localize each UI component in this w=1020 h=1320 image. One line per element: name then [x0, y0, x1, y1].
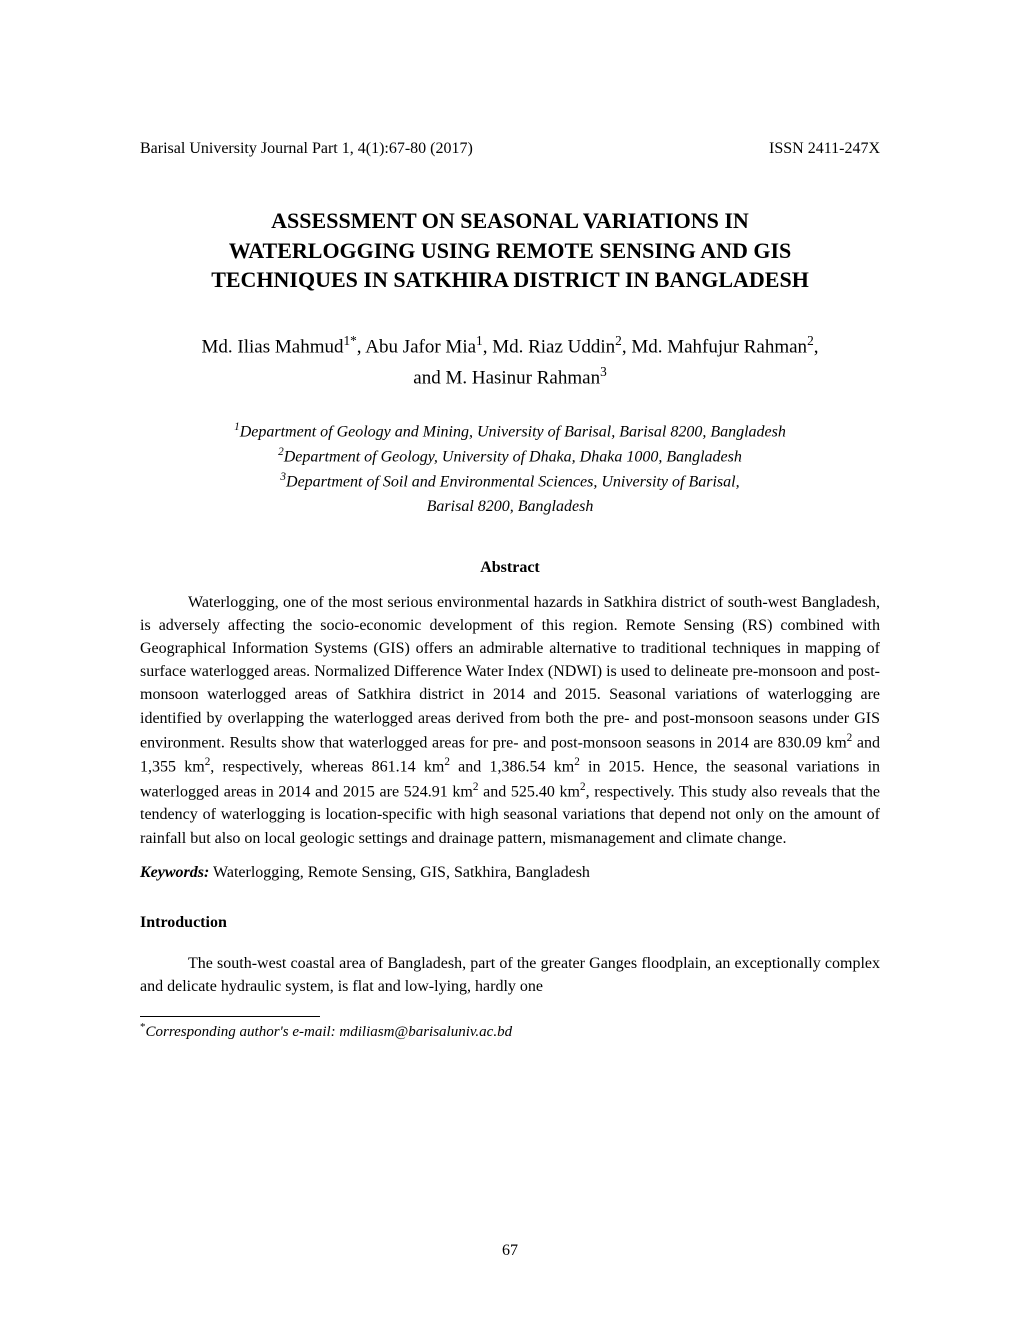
- author-3-sup: 2: [615, 333, 622, 348]
- author-1: Md. Ilias Mahmud: [202, 336, 344, 357]
- aff-3: Department of Soil and Environmental Sci…: [286, 474, 740, 491]
- aff-3b: Barisal 8200, Bangladesh: [427, 498, 594, 515]
- keywords: Keywords: Waterlogging, Remote Sensing, …: [140, 864, 880, 882]
- footnote-separator: [140, 1016, 320, 1017]
- keywords-text: Waterlogging, Remote Sensing, GIS, Satkh…: [209, 864, 590, 881]
- affiliations: 1Department of Geology and Mining, Unive…: [140, 419, 880, 519]
- journal-citation: Barisal University Journal Part 1, 4(1):…: [140, 140, 473, 158]
- author-3: Md. Riaz Uddin: [492, 336, 615, 357]
- title-line-3: TECHNIQUES IN SATKHIRA DISTRICT IN BANGL…: [211, 267, 809, 292]
- page-number: 67: [0, 1242, 1020, 1260]
- issn: ISSN 2411-247X: [769, 140, 880, 158]
- author-5-sup: 3: [600, 364, 607, 379]
- article-title: ASSESSMENT ON SEASONAL VARIATIONS IN WAT…: [140, 206, 880, 295]
- page-container: Barisal University Journal Part 1, 4(1):…: [0, 0, 1020, 1101]
- title-line-1: ASSESSMENT ON SEASONAL VARIATIONS IN: [271, 208, 749, 233]
- author-5: and M. Hasinur Rahman: [413, 367, 600, 388]
- corresponding-author-footnote: *Corresponding author's e-mail: mdiliasm…: [140, 1021, 880, 1041]
- author-4-sup: 2: [807, 333, 814, 348]
- introduction-heading: Introduction: [140, 914, 880, 932]
- abstract-text-c: , respectively, whereas 861.14 km: [210, 759, 444, 776]
- aff-1: Department of Geology and Mining, Univer…: [240, 423, 786, 440]
- author-1-sup: 1*: [343, 333, 356, 348]
- intro-para-1: The south-west coastal area of Banglades…: [140, 952, 880, 998]
- aff-2: Department of Geology, University of Dha…: [284, 448, 742, 465]
- keywords-label: Keywords:: [140, 864, 209, 881]
- title-line-2: WATERLOGGING USING REMOTE SENSING AND GI…: [229, 238, 792, 263]
- author-2-sup: 1: [476, 333, 483, 348]
- abstract-heading: Abstract: [140, 559, 880, 577]
- author-2: Abu Jafor Mia: [365, 336, 476, 357]
- abstract-body: Waterlogging, one of the most serious en…: [140, 591, 880, 850]
- footnote-text: Corresponding author's e-mail: mdiliasm@…: [146, 1024, 513, 1040]
- abstract-text-a: Waterlogging, one of the most serious en…: [140, 594, 880, 751]
- author-4: Md. Mahfujur Rahman: [631, 336, 807, 357]
- running-header: Barisal University Journal Part 1, 4(1):…: [140, 140, 880, 158]
- abstract-text-d: and 1,386.54 km: [450, 759, 574, 776]
- author-list: Md. Ilias Mahmud1*, Abu Jafor Mia1, Md. …: [140, 331, 880, 393]
- abstract-text-f: and 525.40 km: [478, 783, 580, 800]
